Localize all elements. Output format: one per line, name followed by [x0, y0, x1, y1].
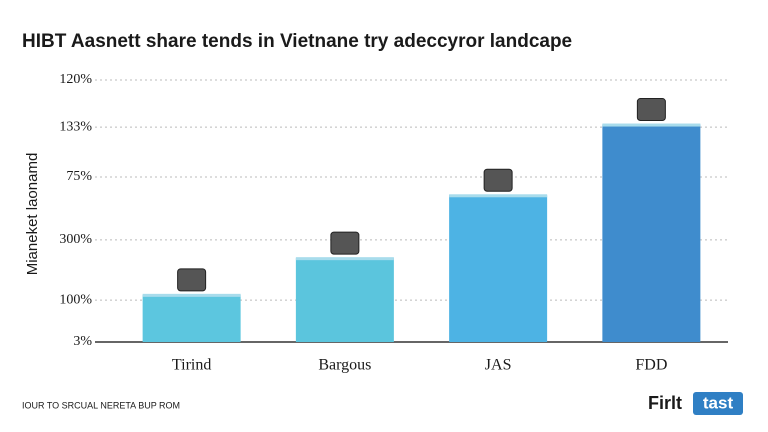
bar-cap — [602, 123, 701, 127]
footer: IOUR TO SRCUAL NERETA BUP ROM — [22, 400, 180, 410]
y-axis-label: Mianeket laonamd — [24, 153, 41, 276]
bar-cap — [142, 293, 241, 297]
brand-left: Firlt — [648, 393, 682, 413]
bar — [449, 195, 548, 342]
y-tick-label: 120% — [59, 72, 92, 87]
bar-icon — [177, 268, 207, 292]
y-tick-label: 300% — [59, 232, 92, 247]
bar-icon — [330, 231, 360, 255]
y-tick-label: 3% — [73, 334, 92, 349]
bar — [295, 258, 394, 342]
bar-icon — [636, 98, 666, 122]
bar — [602, 124, 701, 342]
x-tick-label: Bargous — [318, 357, 371, 374]
bar-cap — [449, 194, 548, 198]
bar — [142, 294, 241, 342]
chart-title: HIBT Aasnett share tends in Vietnane try… — [22, 31, 572, 52]
bar-icon — [483, 168, 513, 192]
x-tick-label: Tirind — [172, 357, 211, 374]
x-tick-label: JAS — [485, 357, 512, 374]
y-tick-label: 75% — [66, 169, 92, 184]
bar-cap — [295, 257, 394, 261]
y-tick-label: 100% — [59, 292, 92, 307]
x-tick-label: FDD — [635, 357, 667, 374]
brand-right: tast — [703, 393, 734, 412]
brand-box — [693, 392, 743, 415]
y-tick-label: 133% — [59, 119, 92, 134]
